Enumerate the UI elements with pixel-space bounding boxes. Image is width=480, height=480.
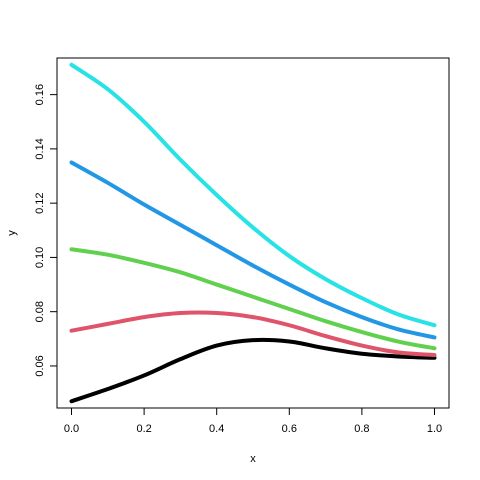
x-tick-label: 0.4 — [209, 423, 224, 435]
x-tick-label: 0.0 — [64, 423, 79, 435]
y-tick-label: 0.10 — [34, 247, 46, 268]
x-tick-label: 1.0 — [427, 423, 442, 435]
x-tick-label: 0.2 — [136, 423, 151, 435]
series-layer — [69, 62, 437, 404]
y-tick-label: 0.14 — [34, 138, 46, 159]
series-line-1 — [69, 337, 437, 404]
y-tick-label: 0.06 — [34, 355, 46, 376]
series-line-5 — [69, 62, 437, 328]
series-line-2 — [69, 310, 437, 358]
x-axis: 0.0 0.2 0.4 0.6 0.8 1.0 — [64, 407, 442, 435]
y-tick-label: 0.08 — [34, 301, 46, 322]
y-axis-title: y — [6, 230, 18, 236]
x-tick-label: 0.6 — [282, 423, 297, 435]
y-axis: 0.06 0.08 0.10 0.12 0.14 0.16 — [34, 84, 58, 377]
y-tick-label: 0.16 — [34, 84, 46, 105]
series-line-3 — [69, 247, 437, 351]
y-tick-label: 0.12 — [34, 192, 46, 213]
x-axis-title: x — [250, 453, 256, 465]
x-tick-label: 0.8 — [354, 423, 369, 435]
series-line-4 — [69, 160, 437, 340]
